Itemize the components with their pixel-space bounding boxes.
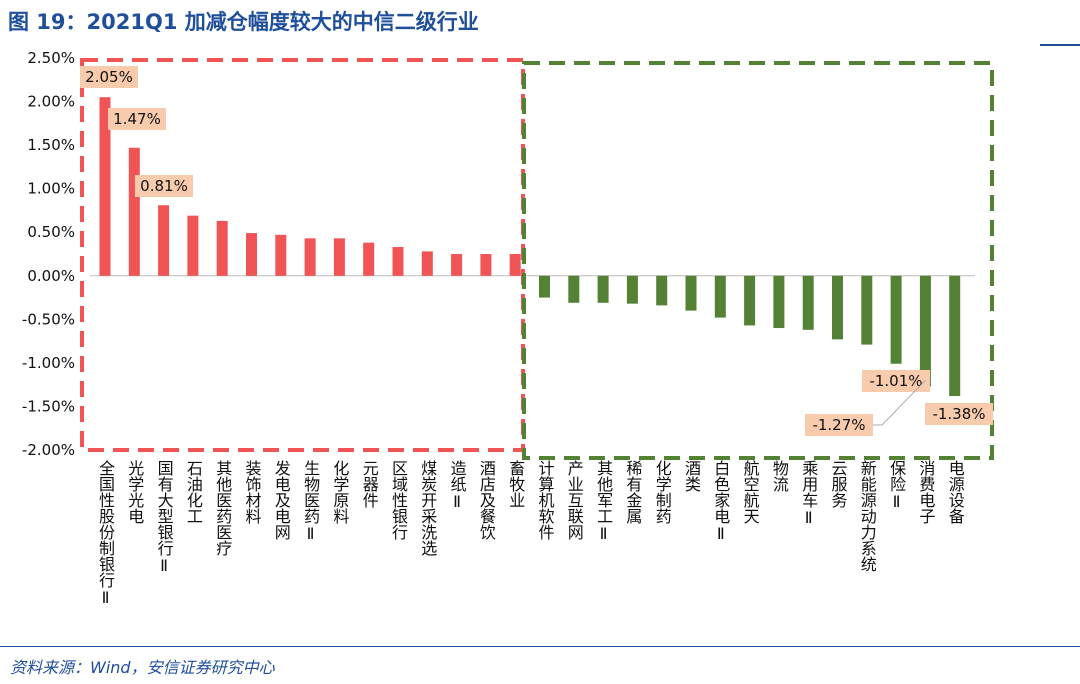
data-label-bg [805, 414, 873, 436]
x-tick-label: 计算机软件 [535, 460, 555, 540]
x-tick-label: 产业互联网 [564, 460, 584, 540]
bar [333, 238, 345, 276]
data-label-bg [862, 370, 930, 392]
x-tick-label: 石油化工 [183, 460, 203, 524]
source-rule [0, 646, 1080, 647]
bar [861, 275, 873, 345]
data-label: -1.27% [812, 416, 865, 434]
bar [392, 247, 404, 276]
x-tick-label: 电源设备 [945, 460, 965, 524]
bar [304, 238, 316, 276]
x-tick-label: 酒类 [682, 460, 701, 492]
bar [480, 254, 492, 276]
bar [949, 275, 961, 396]
bar [656, 275, 668, 306]
bar [714, 275, 726, 318]
bar [832, 275, 843, 340]
bar [568, 275, 580, 303]
x-tick-label: 国有大型银行Ⅱ [154, 460, 174, 575]
x-tick-label: 其他军工Ⅱ [594, 460, 614, 543]
x-tick-label: 煤炭开采洗选 [418, 460, 438, 556]
data-label: -1.01% [869, 372, 922, 390]
data-label-bg [925, 403, 993, 425]
data-label-bg [108, 108, 166, 130]
source-note: 资料来源：Wind，安信证券研究中心 [10, 658, 275, 677]
y-tick-label: -1.50% [22, 397, 75, 415]
x-tick-label: 造纸Ⅱ [447, 460, 467, 511]
bar [246, 233, 257, 276]
data-label: 2.05% [85, 68, 133, 86]
y-tick-label: 2.50% [27, 49, 75, 67]
y-tick-label: 0.50% [27, 223, 75, 241]
x-tick-label: 装饰材料 [242, 460, 262, 524]
x-tick-label: 乘用车Ⅱ [799, 460, 819, 527]
bar [626, 275, 638, 304]
x-tick-label: 稀有金属 [623, 460, 643, 524]
x-tick-label: 发电及电网 [271, 460, 291, 540]
x-tick-label: 生物医药Ⅱ [301, 460, 321, 543]
title-rule [1040, 44, 1080, 46]
y-tick-label: 2.00% [27, 93, 75, 111]
y-tick-label: -1.00% [22, 354, 75, 372]
bar [128, 147, 140, 276]
bar [363, 242, 375, 276]
data-label: -1.38% [932, 405, 985, 423]
bar [216, 220, 228, 276]
bar [597, 275, 609, 303]
x-tick-label: 新能源动力系统 [857, 460, 877, 572]
data-label-bg [135, 175, 193, 197]
x-tick-label: 区域性银行 [389, 460, 408, 540]
bar [773, 275, 785, 329]
label-leader-line [873, 380, 926, 426]
x-tick-label: 化学制药 [652, 460, 672, 524]
bar [421, 251, 433, 276]
bar [685, 275, 697, 311]
x-tick-label: 云服务 [828, 460, 848, 508]
bar [890, 275, 902, 364]
bar [187, 215, 199, 276]
bar [539, 275, 550, 298]
y-tick-label: -0.50% [22, 310, 75, 328]
x-tick-label: 全国性股份制银行Ⅱ [96, 460, 115, 607]
x-tick-label: 畜牧业 [506, 460, 526, 508]
bar [99, 97, 111, 276]
x-tick-label: 保险Ⅱ [887, 460, 907, 511]
data-label: 0.81% [140, 177, 188, 195]
bar [275, 234, 287, 276]
bar [158, 205, 170, 276]
x-tick-label: 其他医药医疗 [213, 460, 233, 556]
bar [451, 254, 463, 276]
x-tick-label: 消费电子 [916, 460, 936, 524]
y-tick-label: 1.50% [27, 136, 75, 154]
x-tick-label: 物流 [769, 460, 789, 492]
x-tick-label: 元器件 [359, 460, 379, 508]
x-tick-label: 酒店及餐饮 [476, 460, 496, 540]
bar [802, 275, 814, 330]
x-tick-label: 航空航天 [740, 460, 760, 524]
chart-title: 图 19：2021Q1 加减仓幅度较大的中信二级行业 [8, 10, 479, 34]
data-label: 1.47% [113, 110, 161, 128]
bar [744, 275, 756, 326]
y-tick-label: 0.00% [27, 267, 75, 285]
bar [509, 254, 521, 276]
x-tick-label: 化学原料 [330, 460, 350, 524]
x-tick-label: 白色家电Ⅱ [711, 460, 731, 543]
y-tick-label: -2.00% [22, 441, 75, 459]
y-tick-label: 1.00% [27, 180, 75, 198]
x-tick-label: 光学光电 [125, 460, 145, 524]
negative-group-box [522, 61, 994, 460]
bar [919, 275, 931, 387]
data-label-bg [80, 66, 138, 88]
